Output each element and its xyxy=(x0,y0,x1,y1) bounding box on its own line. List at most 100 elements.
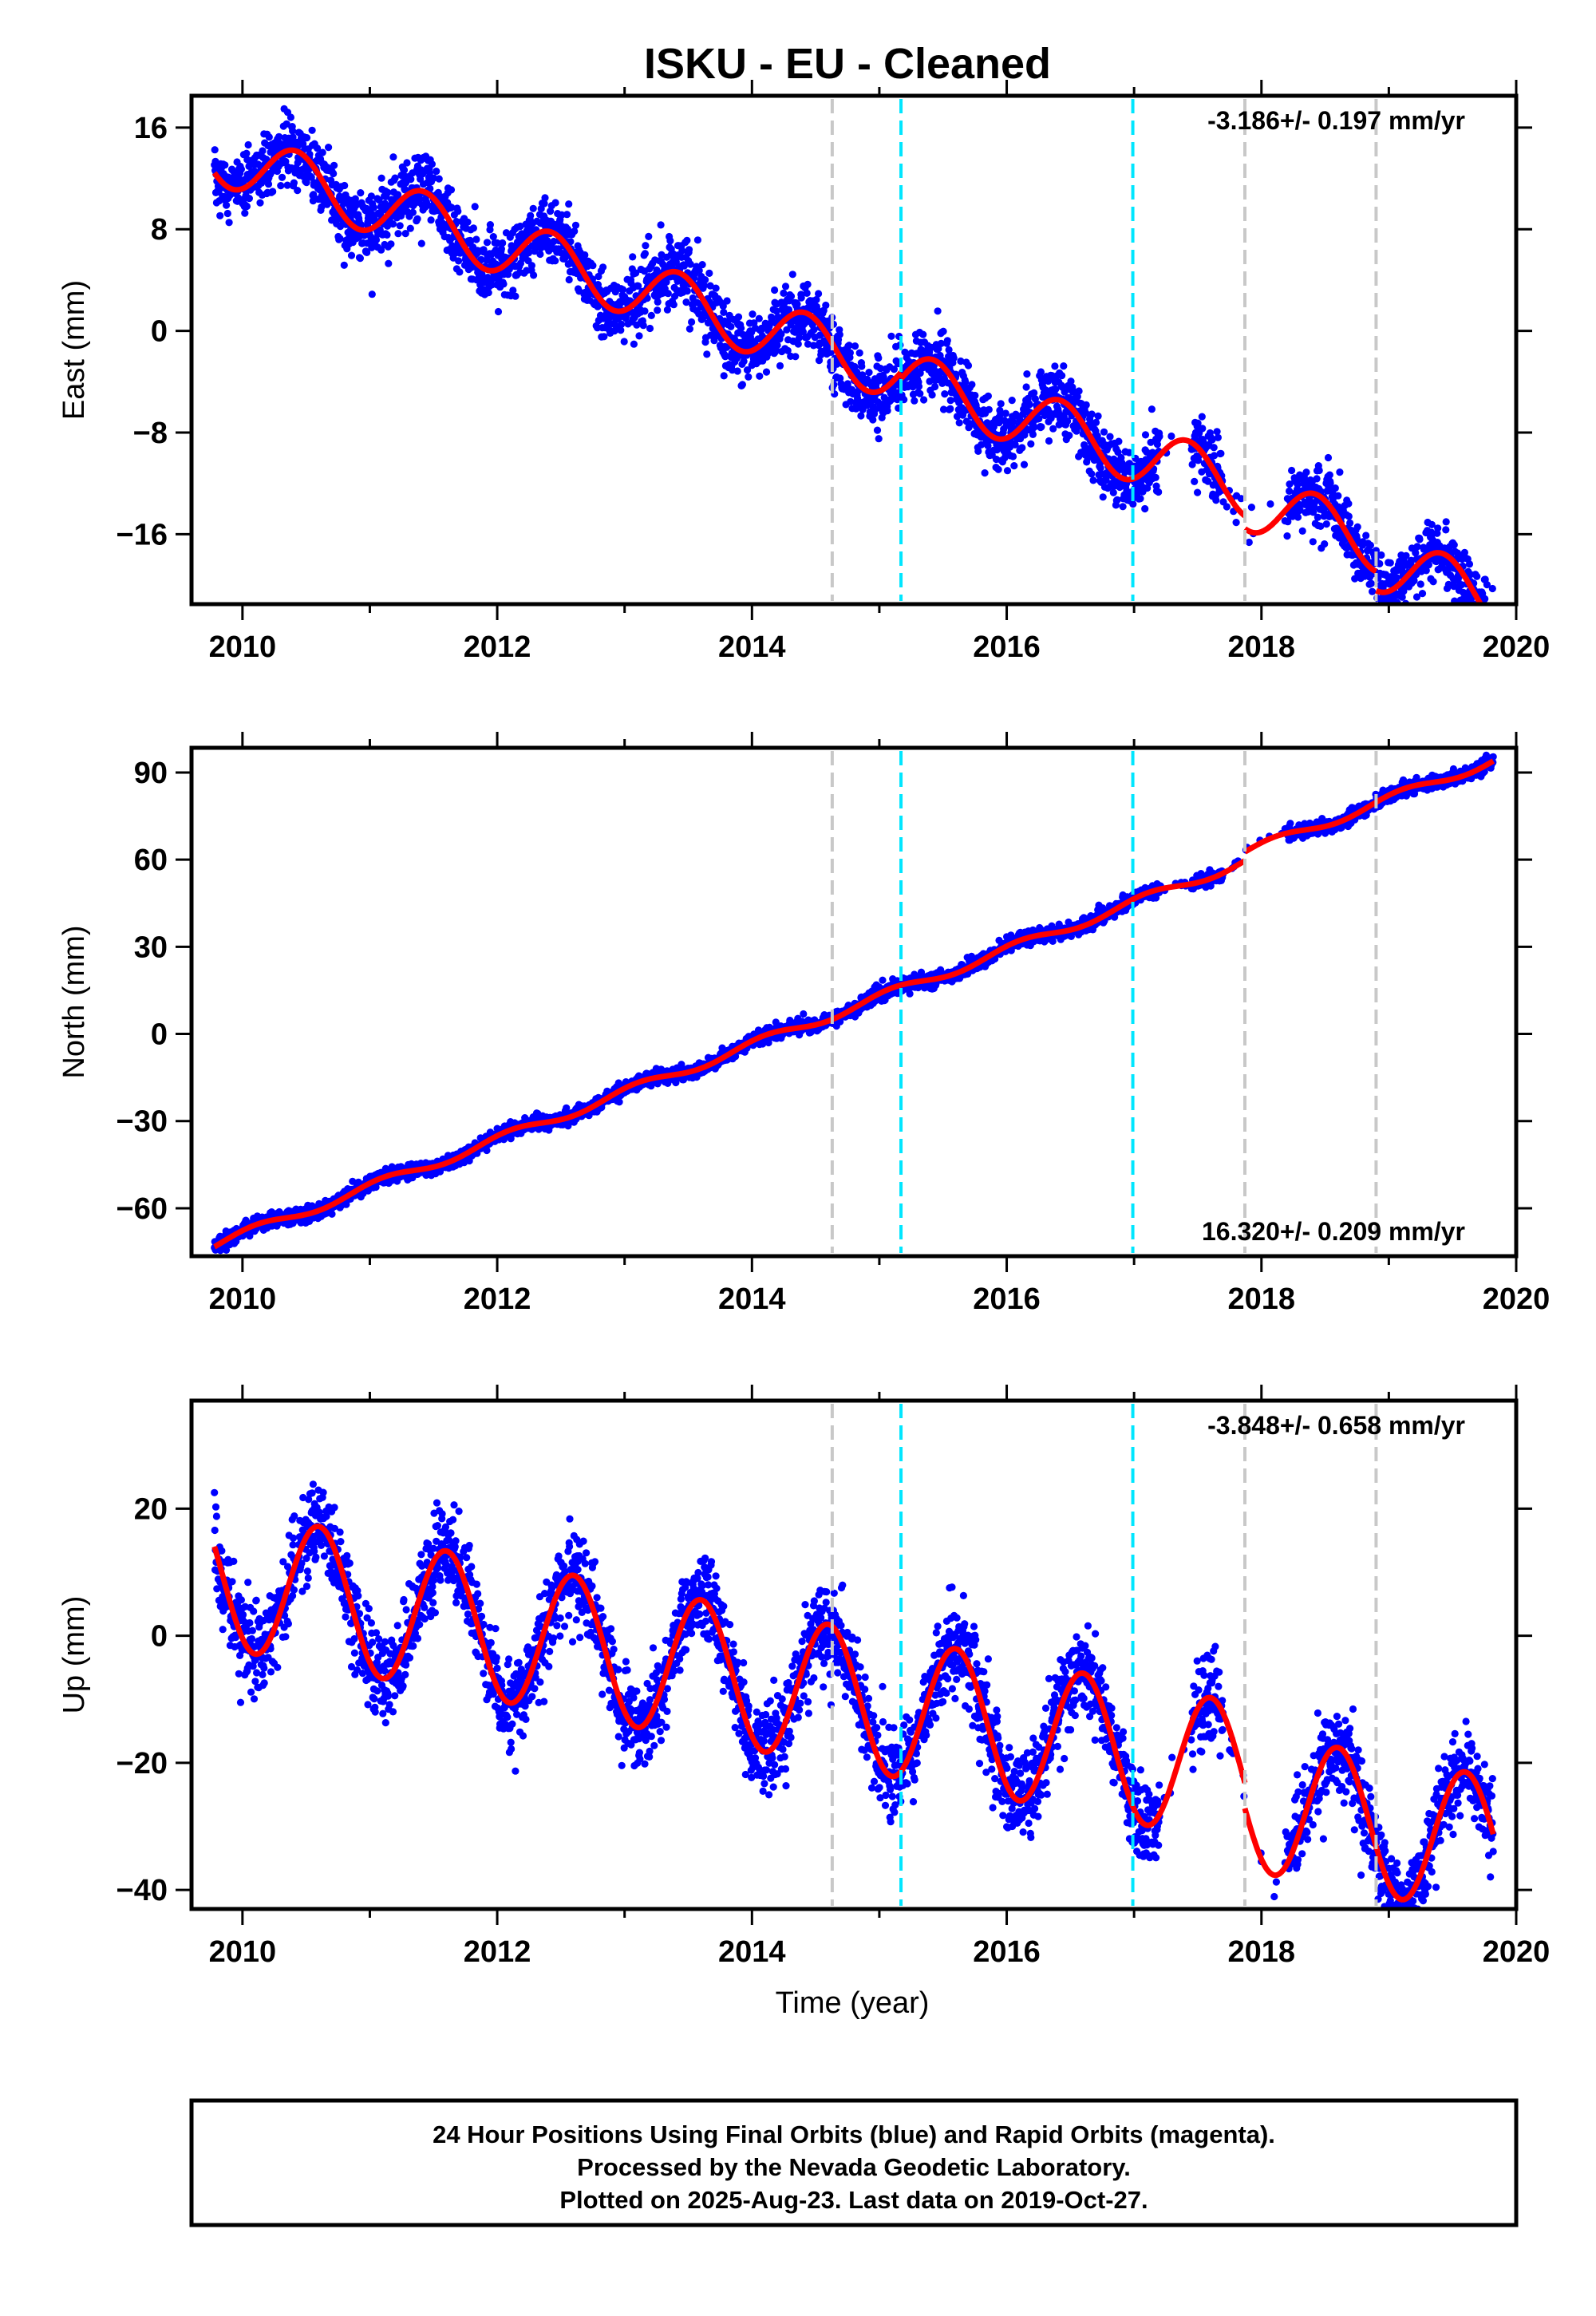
east-data-point xyxy=(663,306,672,314)
east-data-point xyxy=(723,297,731,305)
east-data-point xyxy=(1396,606,1404,613)
east-data-point xyxy=(425,169,434,177)
east-data-point xyxy=(727,322,735,330)
east-data-point xyxy=(1434,524,1442,532)
east-data-point xyxy=(1331,484,1339,492)
east-data-point xyxy=(701,276,709,284)
east-data-point xyxy=(943,337,951,345)
east-data-point xyxy=(836,374,844,382)
east-rate-label: -3.186+/- 0.197 mm/yr xyxy=(1207,106,1465,135)
east-data-point xyxy=(471,203,479,211)
east-data-point xyxy=(375,196,383,204)
east-data-point xyxy=(997,400,1005,408)
east-data-point xyxy=(1082,401,1090,409)
east-data-point xyxy=(1393,574,1400,582)
east-data-point xyxy=(1372,547,1380,555)
east-data-point xyxy=(1204,477,1212,485)
east-data-point xyxy=(762,368,771,376)
east-data-point xyxy=(788,271,796,279)
east-data-point xyxy=(845,342,853,350)
east-data-point xyxy=(706,282,714,290)
east-data-point xyxy=(745,373,753,381)
east-data-point xyxy=(700,282,708,290)
east-data-point xyxy=(1442,518,1450,526)
east-data-point xyxy=(1322,520,1330,528)
east-data-point xyxy=(369,204,377,211)
east-data-point xyxy=(427,216,435,224)
north-data-point xyxy=(328,1210,336,1218)
east-data-point xyxy=(452,218,460,226)
east-data-point xyxy=(617,326,625,334)
north-data-point xyxy=(615,1098,623,1106)
east-data-point xyxy=(256,199,264,207)
east-data-point xyxy=(527,211,535,219)
east-data-point xyxy=(1405,607,1412,614)
east-data-point xyxy=(1025,401,1033,409)
east-data-point xyxy=(1474,624,1481,631)
east-data-point xyxy=(964,362,973,370)
east-data-point xyxy=(330,161,338,169)
east-data-point xyxy=(810,326,818,334)
east-data-point xyxy=(1119,503,1127,511)
east-data-point xyxy=(1313,475,1321,483)
east-data-point xyxy=(738,381,747,389)
east-data-point xyxy=(734,313,743,321)
east-data-point xyxy=(241,209,249,217)
east-model-line xyxy=(1242,490,1378,575)
east-data-point xyxy=(1049,425,1057,433)
east-data-point xyxy=(1463,622,1470,629)
east-data-point xyxy=(403,159,411,167)
east-data-point xyxy=(1212,496,1220,504)
east-data-point xyxy=(1375,620,1382,627)
east-data-point xyxy=(400,166,409,174)
east-data-point xyxy=(646,324,654,333)
east-data-point xyxy=(1450,583,1458,591)
east-data-point xyxy=(822,301,830,310)
east-data-point xyxy=(783,326,791,334)
east-data-point xyxy=(1487,618,1494,625)
east-data-point xyxy=(308,126,316,134)
east-data-point xyxy=(994,465,1002,473)
east-x-tick-label: 2014 xyxy=(718,630,786,664)
east-data-point xyxy=(875,354,883,362)
east-data-point xyxy=(264,180,273,188)
north-series-points xyxy=(211,751,1497,1255)
east-data-point xyxy=(243,202,251,211)
east-data-point xyxy=(1010,462,1018,470)
east-data-point xyxy=(1458,615,1465,622)
east-model-line xyxy=(211,147,903,395)
east-data-point xyxy=(1362,532,1370,539)
east-data-point xyxy=(911,397,918,405)
east-data-point xyxy=(1484,611,1491,619)
east-data-point xyxy=(1073,393,1081,401)
east-data-point xyxy=(1133,489,1141,497)
east-data-point xyxy=(595,272,602,281)
east-data-point xyxy=(244,140,252,149)
east-data-point xyxy=(413,215,421,223)
east-plot-frame xyxy=(189,93,1519,607)
east-data-point xyxy=(928,391,936,399)
east-data-point xyxy=(771,286,779,294)
east-data-point xyxy=(314,144,322,152)
east-data-point xyxy=(1191,477,1199,486)
east-data-point xyxy=(931,382,939,391)
east-data-point xyxy=(497,245,506,253)
east-data-point xyxy=(629,253,637,261)
east-data-point xyxy=(1294,480,1302,488)
east-data-point xyxy=(211,146,219,154)
east-data-point xyxy=(1009,418,1017,426)
east-data-point xyxy=(351,195,359,203)
east-data-point xyxy=(1475,614,1482,621)
east-data-point xyxy=(1487,619,1495,626)
east-data-point xyxy=(409,208,417,216)
east-data-point xyxy=(846,349,854,357)
east-data-point xyxy=(600,333,608,341)
east-data-point xyxy=(563,211,571,219)
east-data-point xyxy=(797,294,805,302)
east-data-point xyxy=(283,181,291,189)
east-x-tick-label: 2016 xyxy=(973,630,1041,664)
east-data-point xyxy=(565,200,573,208)
east-data-point xyxy=(794,340,802,348)
east-data-point xyxy=(527,262,536,270)
